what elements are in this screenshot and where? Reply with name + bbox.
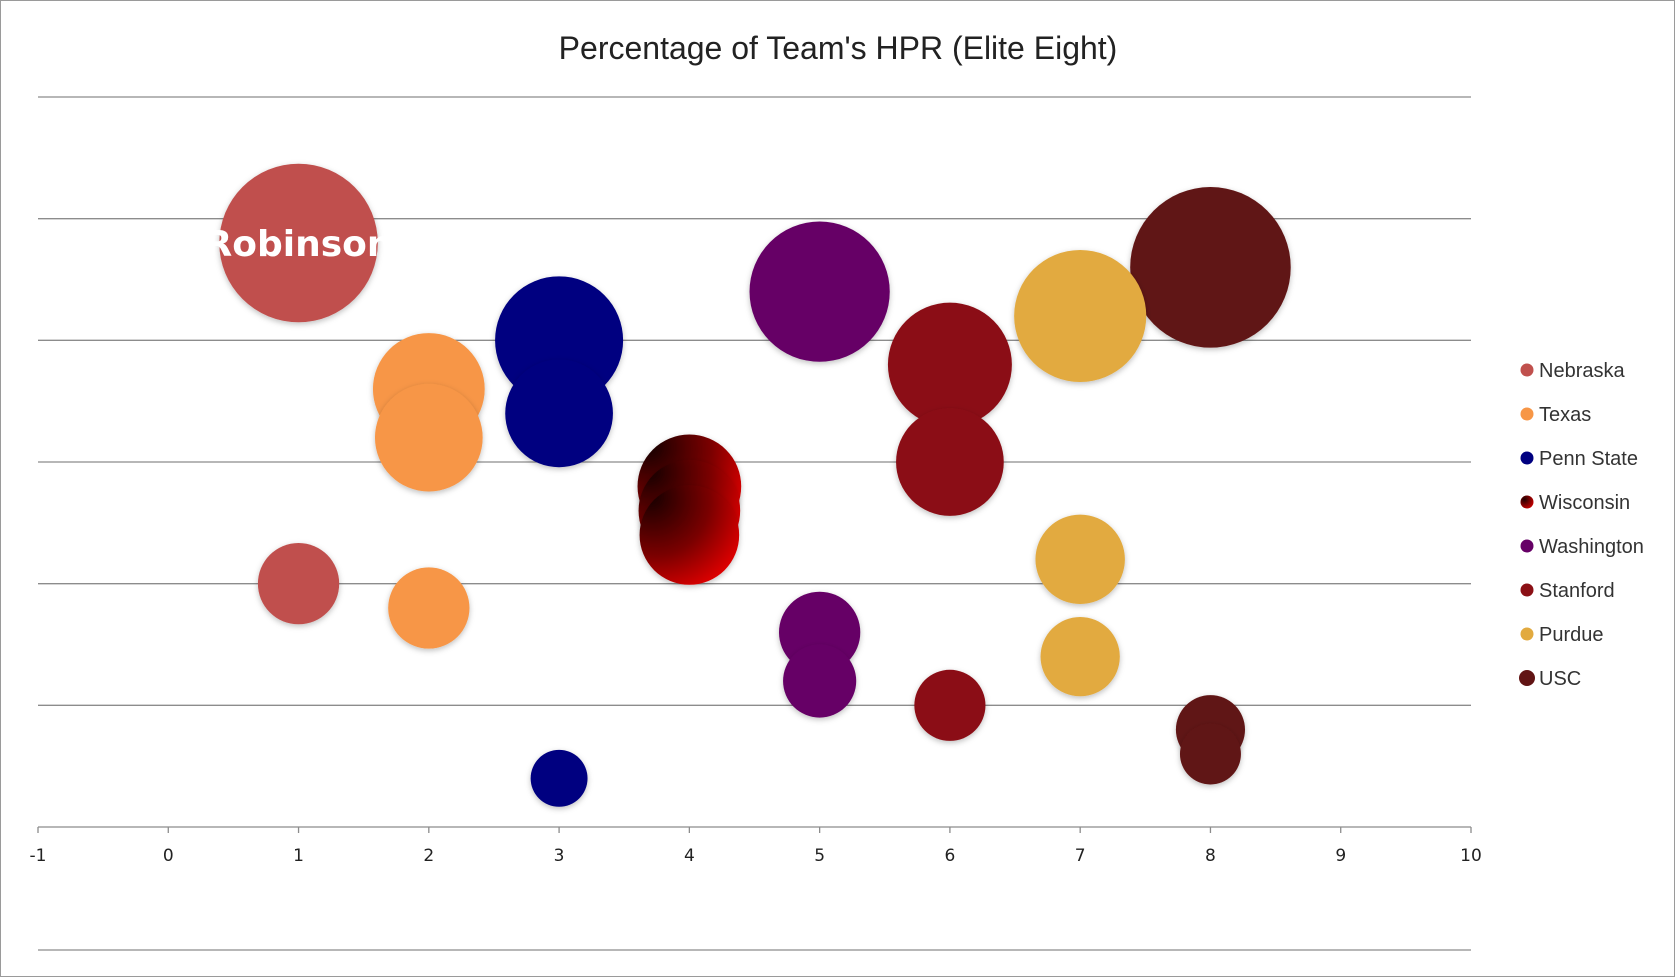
bubble-stanford <box>896 408 1004 516</box>
legend-label: Texas <box>1539 404 1591 426</box>
bubble-nebraska <box>257 543 340 625</box>
x-tick-label: 7 <box>1075 846 1086 866</box>
bubble-stanford <box>914 669 986 741</box>
legend-marker <box>1520 539 1534 553</box>
x-tick-label: 2 <box>423 846 434 866</box>
bubble-purdue <box>1040 617 1120 697</box>
bubble-texas <box>388 567 470 649</box>
legend-marker <box>1519 670 1535 686</box>
x-tick-label: 10 <box>1460 846 1482 866</box>
legend-label: Purdue <box>1539 624 1604 646</box>
legend-label: Stanford <box>1539 580 1615 602</box>
legend-label: Wisconsin <box>1539 492 1630 514</box>
x-tick-label: 8 <box>1205 846 1216 866</box>
legend-label: Penn State <box>1539 448 1638 470</box>
legend-marker <box>1520 583 1534 597</box>
bubble-penn-state <box>505 359 613 468</box>
x-tick-label: 4 <box>684 846 695 866</box>
bubble-usc <box>1179 723 1241 785</box>
x-tick-label: -1 <box>30 846 47 866</box>
bubble-purdue <box>1035 514 1125 605</box>
bubbles: Robinson <box>205 163 1291 807</box>
legend-label: Nebraska <box>1539 360 1625 382</box>
x-axis: -1 0 1 2 3 4 5 6 7 8 9 10 <box>30 826 1482 866</box>
bubble-washington <box>783 644 857 718</box>
legend-marker <box>1520 495 1534 509</box>
legend-marker <box>1520 407 1534 421</box>
bubble-purdue <box>1014 249 1147 383</box>
legend: Nebraska Texas Penn State Wisconsin Washingt… <box>1519 360 1644 690</box>
bubble-nebraska <box>219 163 378 323</box>
legend-marker <box>1520 451 1534 465</box>
x-tick-label: 5 <box>814 846 825 866</box>
legend-label: Washington <box>1539 536 1644 558</box>
chart-title: Percentage of Team's HPR (Elite Eight) <box>559 30 1118 66</box>
x-tick-label: 3 <box>554 846 565 866</box>
legend-label: USC <box>1539 668 1581 690</box>
bubble-data-label: Robinson <box>205 224 393 265</box>
bubble-texas <box>374 383 483 492</box>
x-tick-label: 0 <box>163 846 174 866</box>
legend-marker <box>1520 627 1534 641</box>
bubble-wisconsin <box>639 485 740 585</box>
bubble-usc <box>1130 187 1291 348</box>
x-tick-label: 6 <box>944 846 955 866</box>
bubble-washington <box>749 221 890 362</box>
x-tick-label: 9 <box>1335 846 1346 866</box>
legend-marker <box>1520 363 1534 377</box>
bubble-penn-state <box>530 749 588 807</box>
x-tick-label: 1 <box>293 846 304 866</box>
bubble-stanford <box>887 302 1012 427</box>
